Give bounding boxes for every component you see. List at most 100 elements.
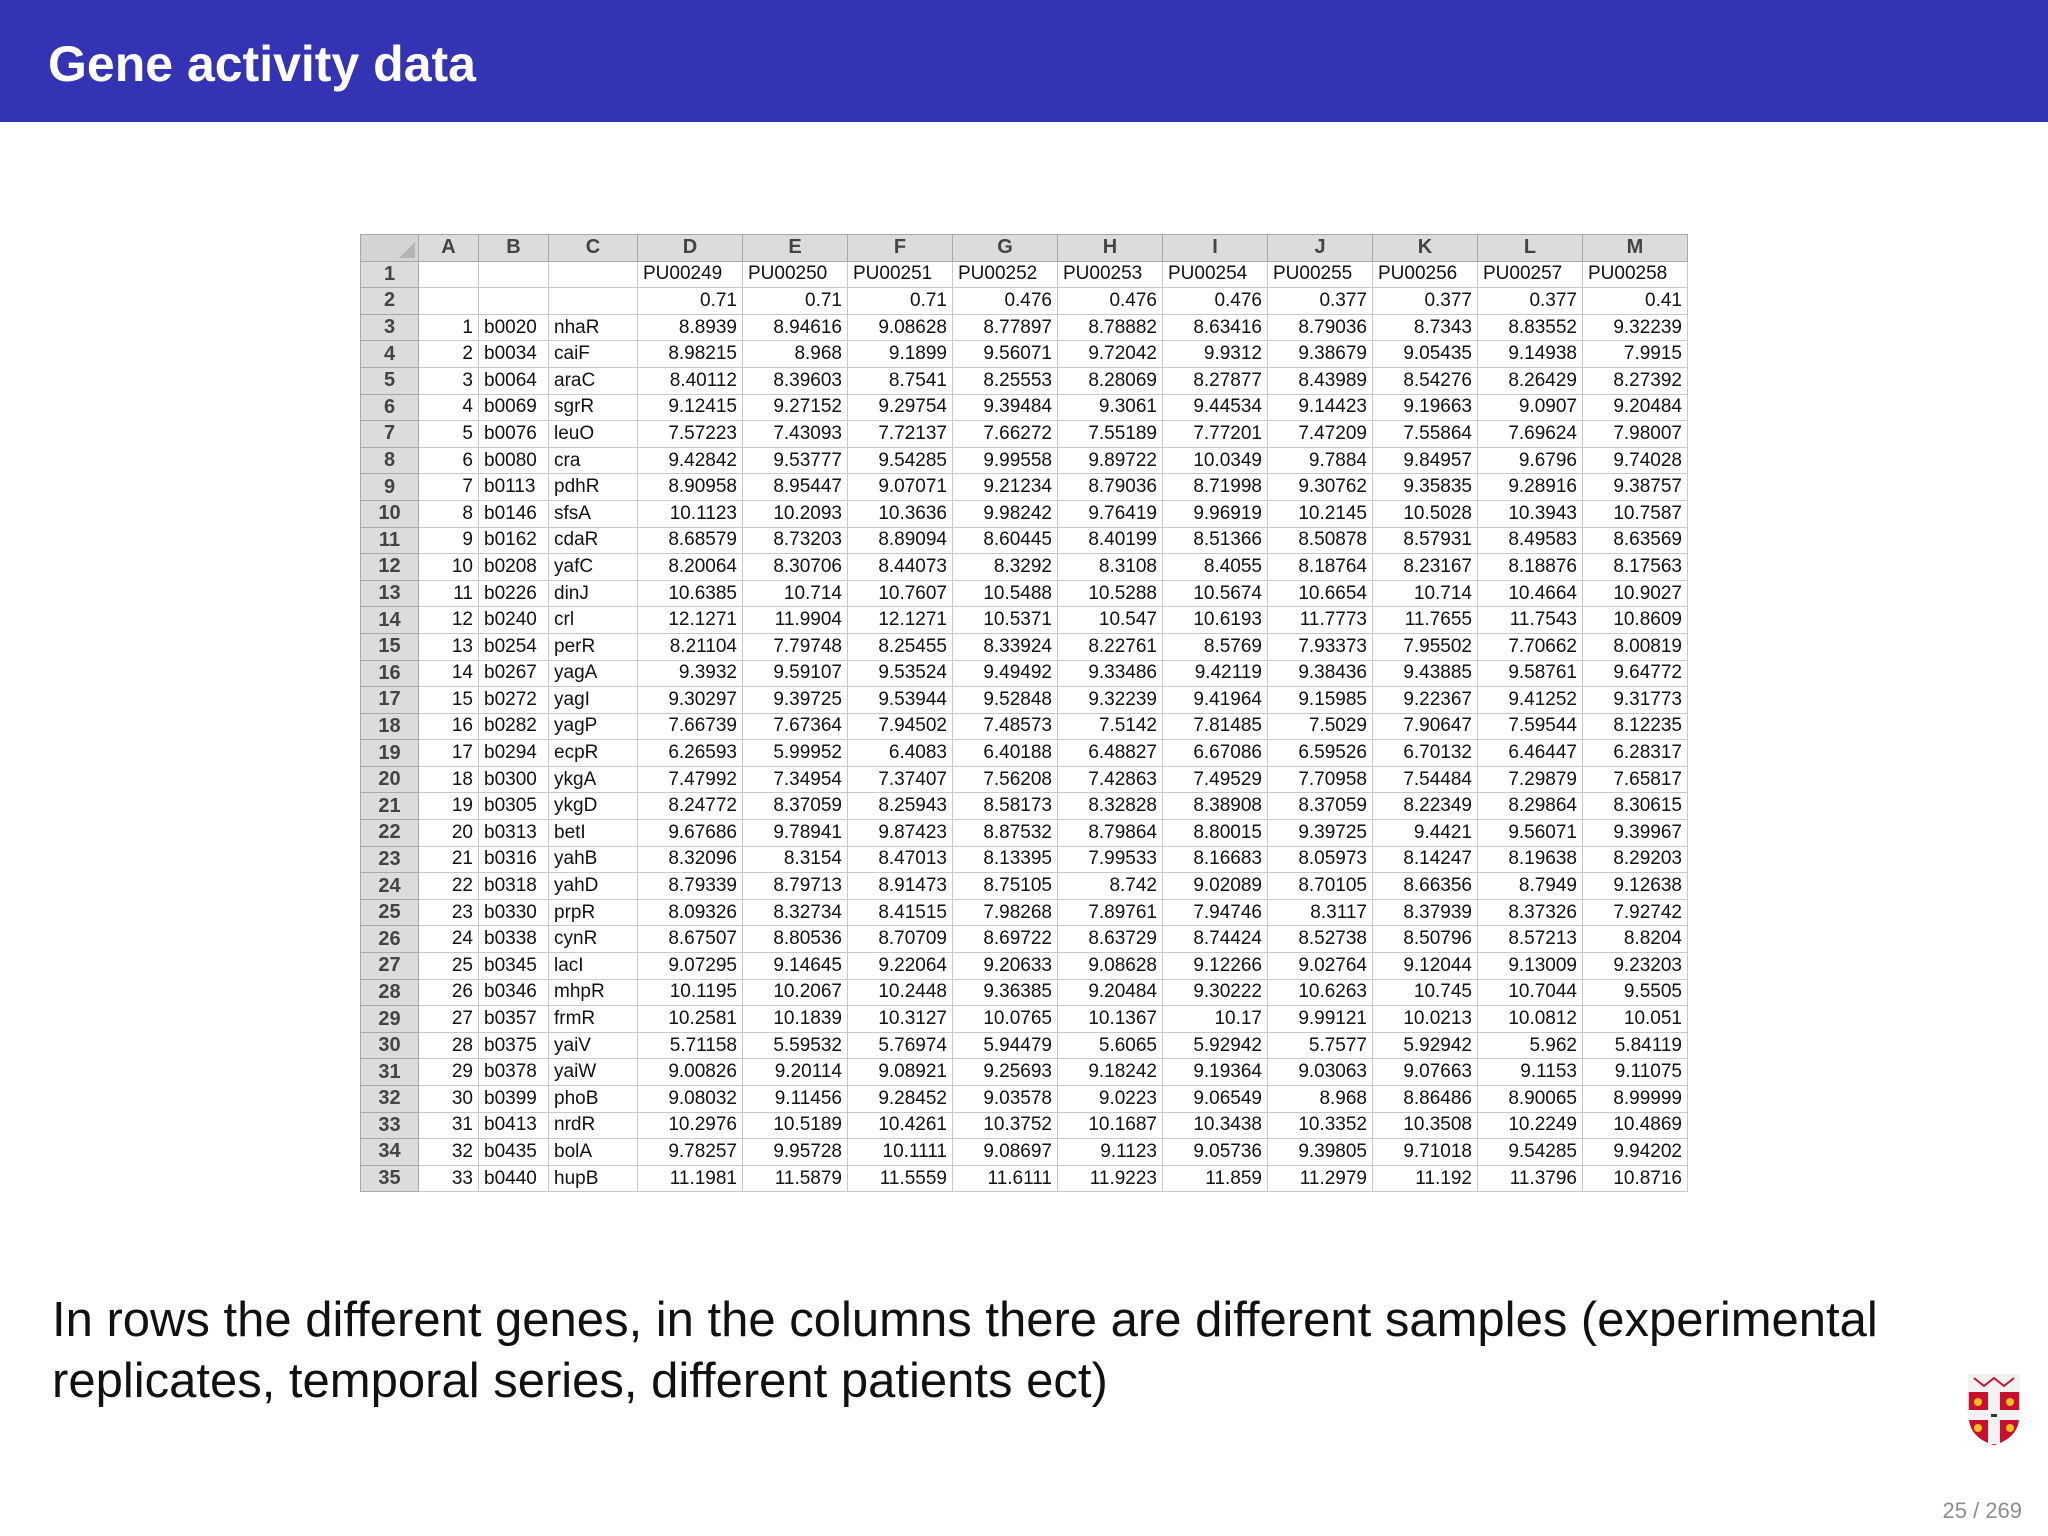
table-cell[interactable]: 9.08697 — [952, 1138, 1058, 1166]
table-cell[interactable]: 13 — [418, 632, 479, 661]
table-cell[interactable]: 9.39805 — [1267, 1138, 1373, 1166]
table-cell[interactable]: 8.37326 — [1477, 898, 1583, 927]
row-header[interactable]: 23 — [360, 845, 419, 874]
table-cell[interactable]: prpR — [548, 898, 638, 927]
table-cell[interactable]: 11.1981 — [637, 1164, 743, 1193]
table-cell[interactable]: 8.5769 — [1162, 632, 1268, 661]
table-cell[interactable]: 21 — [418, 845, 479, 874]
table-cell[interactable]: 7.49529 — [1162, 765, 1268, 794]
table-cell[interactable]: 5.6065 — [1057, 1031, 1163, 1060]
table-cell[interactable]: 10.745 — [1372, 978, 1478, 1007]
table-cell[interactable]: 11.5879 — [742, 1164, 848, 1193]
table-cell[interactable]: 7.54484 — [1372, 765, 1478, 794]
table-cell[interactable]: 7.77201 — [1162, 420, 1268, 448]
table-cell[interactable]: b0330 — [478, 898, 549, 927]
table-cell[interactable]: 7.99533 — [1057, 845, 1163, 874]
table-cell[interactable]: b0080 — [478, 446, 549, 475]
table-cell[interactable]: 10.714 — [1372, 579, 1478, 608]
table-cell[interactable]: 8.8939 — [637, 313, 743, 342]
table-cell[interactable]: 8.52738 — [1267, 925, 1373, 954]
table-cell[interactable]: 9.67686 — [637, 819, 743, 847]
table-cell[interactable]: 8.37059 — [742, 792, 848, 821]
table-cell[interactable]: 26 — [418, 978, 479, 1007]
table-cell[interactable]: 10.6654 — [1267, 579, 1373, 608]
table-cell[interactable]: 9.05736 — [1162, 1138, 1268, 1166]
table-cell[interactable]: 9.54285 — [1477, 1138, 1583, 1166]
table-cell[interactable]: 8.79339 — [637, 872, 743, 900]
table-cell[interactable]: 10.2581 — [637, 1005, 743, 1033]
table-cell[interactable]: 8.90958 — [637, 473, 743, 501]
row-header[interactable]: 27 — [360, 952, 419, 980]
table-cell[interactable]: 8.22761 — [1057, 632, 1163, 661]
table-cell[interactable]: 9.98242 — [952, 499, 1058, 528]
row-header[interactable]: 24 — [360, 872, 419, 900]
table-cell[interactable]: 8.14247 — [1372, 845, 1478, 874]
table-cell[interactable]: 9.84957 — [1372, 446, 1478, 475]
table-cell[interactable]: ecpR — [548, 739, 638, 767]
table-cell[interactable]: 6.26593 — [637, 739, 743, 767]
table-cell[interactable]: 8.29864 — [1477, 792, 1583, 821]
table-cell[interactable]: 7.56208 — [952, 765, 1058, 794]
table-cell[interactable]: b0208 — [478, 553, 549, 581]
column-header[interactable]: I — [1162, 234, 1268, 262]
table-cell[interactable]: 8.29203 — [1582, 845, 1688, 874]
table-cell[interactable]: frmR — [548, 1005, 638, 1033]
row-header[interactable]: 35 — [360, 1164, 419, 1193]
table-cell[interactable]: 11.9904 — [742, 606, 848, 634]
table-cell[interactable]: 7.29879 — [1477, 765, 1583, 794]
table-cell[interactable]: b0113 — [478, 473, 549, 501]
table-cell[interactable]: 7.34954 — [742, 765, 848, 794]
table-cell[interactable]: b0162 — [478, 526, 549, 555]
table-cell[interactable]: 9.5505 — [1582, 978, 1688, 1007]
table-cell[interactable]: 23 — [418, 898, 479, 927]
table-cell[interactable]: 9.1123 — [1057, 1138, 1163, 1166]
table-cell[interactable]: 9.41964 — [1162, 686, 1268, 714]
column-header[interactable]: J — [1267, 234, 1373, 262]
table-cell[interactable]: 7.43093 — [742, 420, 848, 448]
table-cell[interactable]: 8.41515 — [847, 898, 953, 927]
table-cell[interactable]: b0440 — [478, 1164, 549, 1193]
table-cell[interactable]: 8.69722 — [952, 925, 1058, 954]
row-header[interactable]: 17 — [360, 686, 419, 714]
row-header[interactable]: 30 — [360, 1031, 419, 1060]
table-cell[interactable]: b0069 — [478, 393, 549, 422]
table-cell[interactable]: 7.95502 — [1372, 632, 1478, 661]
table-cell[interactable]: b0034 — [478, 340, 549, 368]
table-cell[interactable]: 10.1687 — [1057, 1111, 1163, 1140]
table-cell[interactable]: 8.3154 — [742, 845, 848, 874]
table-cell[interactable]: 9.15985 — [1267, 686, 1373, 714]
table-cell[interactable]: PU00249 — [637, 260, 743, 289]
table-cell[interactable]: 11.5559 — [847, 1164, 953, 1193]
table-cell[interactable]: 9.20484 — [1057, 978, 1163, 1007]
table-cell[interactable]: 8.70105 — [1267, 872, 1373, 900]
table-cell[interactable]: 10.9027 — [1582, 579, 1688, 608]
table-cell[interactable]: 8.23167 — [1372, 553, 1478, 581]
table-cell[interactable]: 10.2448 — [847, 978, 953, 1007]
table-cell[interactable]: 7.66272 — [952, 420, 1058, 448]
row-header[interactable]: 4 — [360, 340, 419, 368]
table-cell[interactable]: 9.32239 — [1582, 313, 1688, 342]
table-cell[interactable]: 9.08628 — [847, 313, 953, 342]
table-cell[interactable]: 8.25553 — [952, 366, 1058, 395]
row-header[interactable]: 28 — [360, 978, 419, 1007]
table-cell[interactable]: 9.07071 — [847, 473, 953, 501]
table-cell[interactable]: caiF — [548, 340, 638, 368]
table-cell[interactable]: 8.44073 — [847, 553, 953, 581]
table-cell[interactable]: 8.7343 — [1372, 313, 1478, 342]
table-cell[interactable]: 7.9915 — [1582, 340, 1688, 368]
table-cell[interactable]: 9.00826 — [637, 1058, 743, 1086]
table-cell[interactable] — [548, 260, 638, 289]
table-cell[interactable]: 28 — [418, 1031, 479, 1060]
table-cell[interactable]: 7.81485 — [1162, 712, 1268, 741]
row-header[interactable]: 29 — [360, 1005, 419, 1033]
table-cell[interactable]: 7 — [418, 473, 479, 501]
table-cell[interactable]: 11.192 — [1372, 1164, 1478, 1193]
table-cell[interactable]: 10.3752 — [952, 1111, 1058, 1140]
table-cell[interactable]: 9.02089 — [1162, 872, 1268, 900]
table-cell[interactable]: 0.41 — [1582, 287, 1688, 315]
table-cell[interactable]: 9.78257 — [637, 1138, 743, 1166]
table-cell[interactable]: 10.2976 — [637, 1111, 743, 1140]
table-cell[interactable]: 10.0213 — [1372, 1005, 1478, 1033]
table-cell[interactable]: PU00255 — [1267, 260, 1373, 289]
table-cell[interactable]: 11.2979 — [1267, 1164, 1373, 1193]
